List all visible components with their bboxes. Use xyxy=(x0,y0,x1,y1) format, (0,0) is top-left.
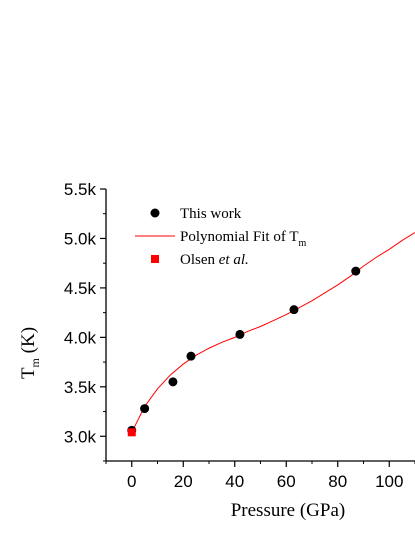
legend-label: Polynomial Fit of Tm xyxy=(180,229,306,249)
legend-label: This work xyxy=(180,206,242,222)
fit-line xyxy=(131,232,415,433)
legend: This work Polynomial Fit of Tm Olsen et al… xyxy=(135,206,306,268)
x-tick-label: 60 xyxy=(277,472,296,491)
y-tick-label: 3.5k xyxy=(64,378,97,397)
legend-square-swatch xyxy=(151,255,159,263)
y-tick-label: 3.0k xyxy=(64,427,97,446)
x-tick-label: 100 xyxy=(375,472,403,491)
olsen-point xyxy=(127,428,136,437)
x-tick-label: 0 xyxy=(127,472,136,491)
x-tick-label: 80 xyxy=(328,472,347,491)
y-tick-label: 4.0k xyxy=(64,328,97,347)
y-axis-title-text: Tm (K) xyxy=(18,327,42,379)
legend-circle-swatch xyxy=(150,208,160,218)
plot-area xyxy=(127,232,415,437)
data-point xyxy=(186,351,196,361)
y-tick-label: 5.5k xyxy=(64,180,97,199)
y-tick-label: 4.5k xyxy=(64,279,97,298)
data-point xyxy=(351,266,361,276)
x-axis-title: Pressure (GPa) xyxy=(231,500,346,521)
data-point xyxy=(140,404,150,414)
y-axis-title: Tm (K) xyxy=(18,327,42,379)
x-tick-label: 40 xyxy=(225,472,244,491)
legend-label: Olsen et al. xyxy=(180,252,249,268)
data-point xyxy=(235,329,245,339)
axes: 3.0k 3.5k 4.0k 4.5k 5.0k 5.5k 0 20 40 60 80 100 xyxy=(64,180,415,491)
y-tick-label: 5.0k xyxy=(64,229,97,248)
data-point xyxy=(289,305,299,315)
data-point xyxy=(168,377,178,387)
x-tick-label: 20 xyxy=(174,472,193,491)
